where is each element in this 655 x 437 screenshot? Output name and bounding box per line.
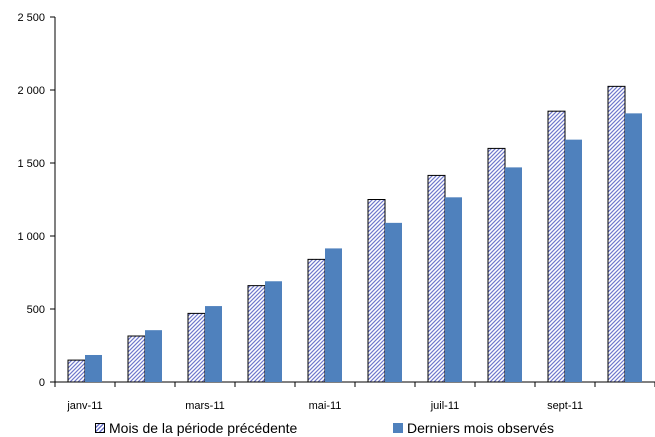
x-axis: janv-11 mars-11 mai-11 juil-11 sept-11	[54, 381, 655, 412]
bar-chart: 0 500 1 000 1 500 2 000 2 500 janv-11 mars-11 m…	[17, 12, 655, 412]
bar-last-observed	[325, 248, 342, 382]
y-tick-label: 2 500	[17, 12, 45, 24]
y-tick-label: 1 500	[17, 158, 45, 170]
bar-previous-period	[607, 85, 626, 383]
bar-previous-period	[367, 199, 386, 383]
bar-previous-period	[307, 258, 326, 383]
bar-previous-period	[427, 174, 446, 383]
legend-item-last-observed: Derniers mois observés	[393, 420, 554, 436]
legend-swatch-previous-period	[95, 423, 105, 433]
legend-label-last-observed: Derniers mois observés	[407, 420, 555, 436]
x-tick-label: janv-11	[66, 400, 102, 412]
bar-previous-period	[247, 285, 266, 383]
x-tick-label: sept-11	[547, 400, 583, 412]
legend: Mois de la période précédente Derniers m…	[0, 420, 655, 437]
bar-previous-period	[187, 312, 206, 383]
legend-label-previous-period: Mois de la période précédente	[109, 420, 298, 436]
bar-last-observed	[505, 167, 522, 382]
legend-item-previous-period: Mois de la période précédente	[95, 420, 297, 436]
y-tick-label: 500	[27, 304, 45, 316]
y-axis: 0 500 1 000 1 500 2 000 2 500	[17, 12, 56, 389]
legend-swatch-last-observed	[393, 423, 403, 433]
y-tick-label: 0	[39, 377, 45, 389]
bar-last-observed	[625, 113, 642, 383]
bar-previous-period	[487, 147, 506, 383]
bar-last-observed	[565, 139, 582, 382]
bar-previous-period	[547, 110, 566, 383]
bar-last-observed	[145, 330, 162, 382]
bars-group	[67, 85, 642, 383]
bar-last-observed	[85, 354, 102, 382]
bar-last-observed	[205, 306, 222, 382]
x-tick-label: mars-11	[185, 400, 225, 412]
x-tick-label: mai-11	[309, 400, 342, 412]
x-tick-label: juil-11	[430, 400, 460, 412]
bar-previous-period	[127, 335, 146, 383]
bar-last-observed	[265, 281, 282, 382]
y-tick-label: 1 000	[17, 231, 45, 243]
bar-last-observed	[445, 197, 462, 382]
bar-last-observed	[385, 222, 402, 382]
y-tick-label: 2 000	[17, 85, 45, 97]
bar-previous-period	[67, 359, 86, 383]
